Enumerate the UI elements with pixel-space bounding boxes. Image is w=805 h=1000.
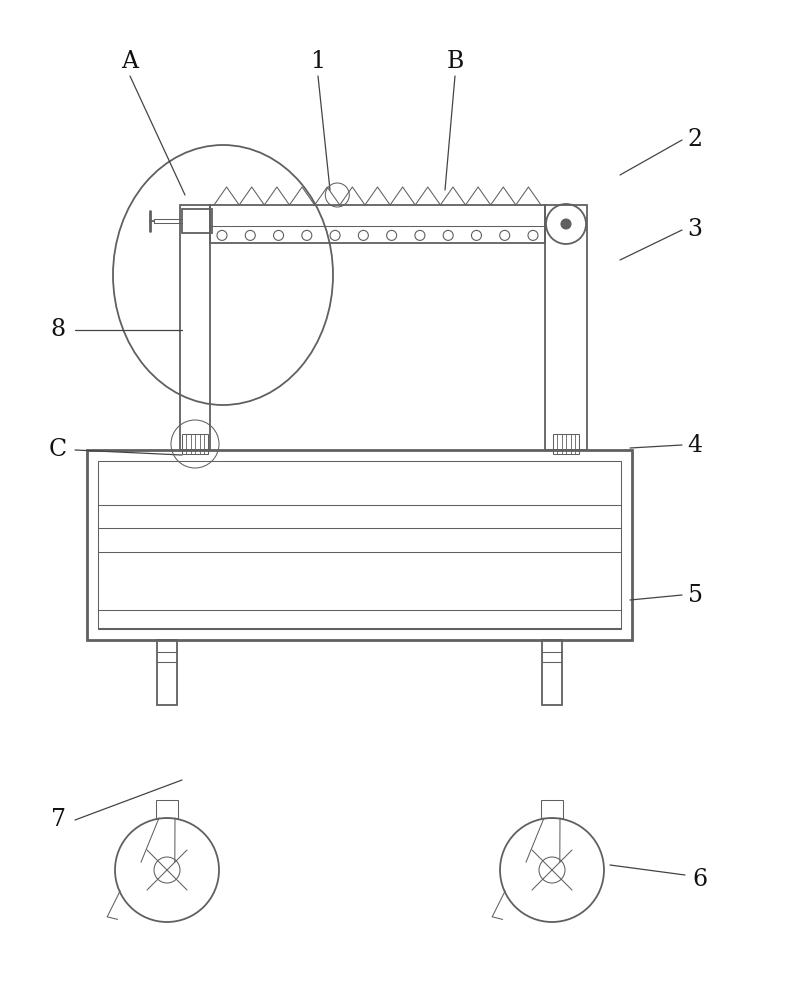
- Text: 4: 4: [687, 434, 703, 456]
- Text: B: B: [446, 50, 464, 74]
- Bar: [182, 434, 208, 454]
- Bar: [157, 640, 177, 705]
- Text: 7: 7: [51, 808, 65, 832]
- Text: 8: 8: [51, 318, 65, 342]
- Text: 3: 3: [687, 219, 703, 241]
- Text: A: A: [122, 50, 138, 74]
- Text: 5: 5: [687, 584, 703, 606]
- Text: 2: 2: [687, 128, 703, 151]
- Bar: [98, 461, 621, 629]
- Bar: [180, 205, 210, 450]
- Circle shape: [561, 219, 571, 229]
- Text: 6: 6: [692, 868, 708, 892]
- Text: C: C: [49, 438, 67, 462]
- Text: 1: 1: [311, 50, 325, 74]
- Bar: [545, 205, 587, 450]
- Bar: [553, 434, 579, 454]
- Bar: [542, 640, 562, 705]
- Bar: [210, 205, 545, 243]
- Bar: [156, 800, 178, 818]
- Bar: [182, 209, 212, 233]
- Bar: [87, 450, 632, 640]
- Bar: [541, 800, 563, 818]
